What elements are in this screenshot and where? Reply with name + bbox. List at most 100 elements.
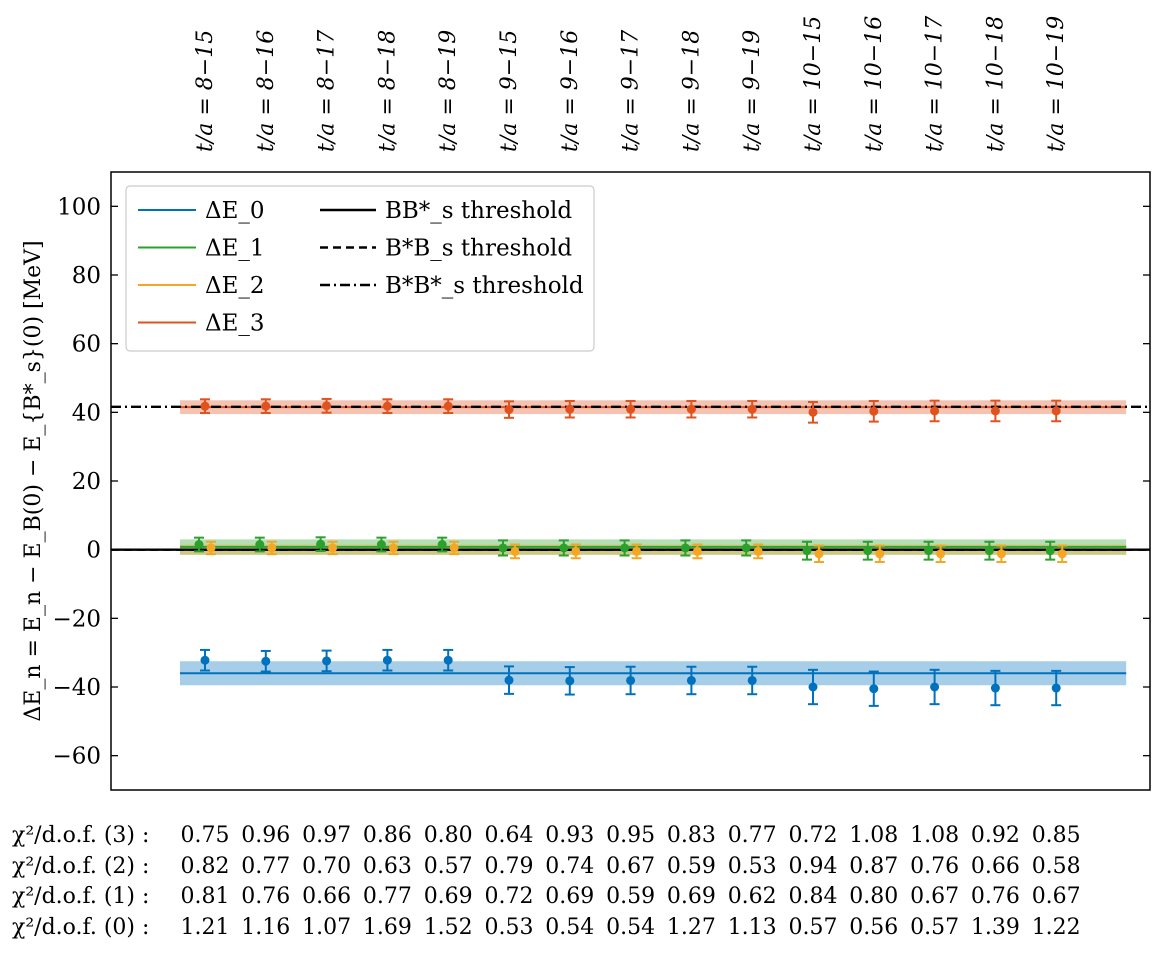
- chi2-value: 0.58: [1031, 853, 1081, 879]
- point-s3-0: [200, 398, 210, 415]
- point-s3-1: [260, 398, 271, 415]
- point-s1-11: [862, 540, 873, 561]
- chi2-row-label: χ²/d.o.f. (1) :: [12, 884, 150, 909]
- point-s1-4: [437, 536, 448, 553]
- x-category-label: t/a = 10−16: [862, 16, 887, 152]
- chi2-value: 0.57: [423, 853, 473, 879]
- point-s2-5: [510, 543, 520, 560]
- y-axis-ticks: 100 80 60 40 20 0 −20 −40 −60: [52, 194, 1150, 770]
- point-s0-6: [564, 666, 575, 696]
- svg-text:ΔE_3: ΔE_3: [205, 311, 265, 337]
- x-category-label: t/a = 9−15: [497, 30, 522, 152]
- x-category-label: t/a = 8−15: [193, 30, 218, 152]
- point-s0-9: [747, 665, 758, 696]
- chi2-value: 1.27: [666, 914, 716, 940]
- chi2-value: 0.80: [423, 823, 473, 848]
- point-s0-7: [625, 665, 636, 696]
- chi2-value: 0.67: [606, 853, 656, 879]
- chi2-value: 0.57: [788, 914, 838, 940]
- point-s1-10: [802, 540, 812, 561]
- point-s1-1: [254, 536, 265, 553]
- chi2-value: 0.79: [484, 853, 534, 879]
- chi2-value: 0.83: [666, 823, 716, 848]
- point-s0-4: [443, 648, 454, 672]
- ytick-label: 100: [57, 194, 101, 220]
- chi2-value: 0.92: [970, 823, 1020, 848]
- legend-entry-threshold-0: BB*_s threshold: [320, 198, 572, 224]
- point-s1-2: [315, 536, 326, 553]
- x-axis-labels: t/a = 8−15 t/a = 8−16 t/a = 8−17 t/a = 8−18…: [193, 16, 1069, 152]
- x-category-label: t/a = 10−17: [923, 16, 948, 152]
- svg-text:ΔE_0: ΔE_0: [205, 198, 265, 224]
- chi2-value: 0.69: [666, 884, 716, 909]
- point-s1-6: [558, 539, 569, 557]
- point-s1-3: [376, 536, 387, 553]
- point-s1-14: [1045, 540, 1056, 561]
- point-s2-3: [388, 540, 399, 556]
- chi2-value: 1.69: [362, 914, 412, 940]
- point-s2-11: [874, 544, 885, 564]
- point-s3-9: [747, 400, 758, 419]
- point-s2-4: [449, 540, 460, 556]
- chi2-value: 1.13: [727, 914, 777, 940]
- y-axis-label: ΔE_n = E_n − E_B(0) − E_{B*_s}(0) [MeV]: [21, 240, 46, 721]
- chi2-value: 0.72: [788, 823, 838, 848]
- chi2-value: 0.69: [423, 884, 473, 909]
- chi2-value: 0.54: [545, 914, 595, 940]
- point-s3-10: [808, 401, 818, 424]
- chi2-value: 0.77: [727, 823, 777, 848]
- point-s2-8: [692, 543, 703, 560]
- point-s0-2: [321, 649, 332, 673]
- chi2-value: 0.72: [484, 884, 534, 909]
- svg-text:B*B*_s threshold: B*B*_s threshold: [385, 273, 584, 299]
- ytick-label: −20: [52, 606, 101, 632]
- point-s3-13: [990, 399, 1001, 423]
- point-s1-7: [619, 539, 630, 557]
- x-category-label: t/a = 8−19: [436, 30, 461, 152]
- point-s3-4: [443, 398, 454, 415]
- x-category-label: t/a = 9−16: [558, 30, 583, 152]
- point-s3-8: [686, 400, 697, 419]
- chi2-value: 0.93: [545, 823, 595, 848]
- chi2-value: 0.80: [849, 884, 899, 909]
- chi2-value: 1.39: [970, 914, 1020, 940]
- point-s3-6: [564, 400, 575, 419]
- chi2-value: 0.54: [606, 914, 656, 940]
- ytick-label: 0: [86, 538, 101, 564]
- point-s3-5: [504, 400, 514, 419]
- chi2-value: 0.85: [1031, 823, 1081, 848]
- chi2-value: 0.75: [180, 823, 230, 848]
- chi2-value: 1.21: [180, 914, 230, 940]
- chi2-value: 0.63: [362, 853, 412, 879]
- point-s0-1: [260, 649, 271, 673]
- point-s0-12: [929, 668, 940, 706]
- legend-entry-2: ΔE_2: [138, 273, 265, 299]
- ytick-label: −60: [52, 744, 101, 770]
- chi2-value: 0.74: [545, 853, 595, 879]
- point-s2-14: [1057, 544, 1068, 564]
- ytick-label: 40: [72, 400, 101, 426]
- x-category-label: t/a = 9−18: [679, 30, 704, 152]
- chi2-value: 1.08: [849, 823, 899, 848]
- ytick-label: 80: [72, 263, 101, 289]
- chi2-value: 0.95: [606, 823, 656, 848]
- chi2-value: 0.82: [180, 853, 230, 879]
- svg-text:ΔE_2: ΔE_2: [205, 273, 265, 299]
- x-category-label: t/a = 8−16: [254, 30, 279, 152]
- legend-entry-0: ΔE_0: [138, 198, 265, 224]
- point-s2-2: [327, 540, 338, 556]
- chi2-value: 0.86: [362, 823, 412, 848]
- point-s3-3: [382, 398, 393, 415]
- chi2-value: 0.67: [1031, 884, 1081, 909]
- chi2-value: 0.70: [302, 853, 352, 879]
- chi2-row-label: χ²/d.o.f. (0) :: [12, 914, 150, 940]
- legend-box: [125, 185, 595, 352]
- point-s3-14: [1051, 399, 1062, 423]
- chi2-value: 0.96: [241, 823, 291, 848]
- chi2-value: 0.81: [180, 884, 230, 909]
- point-s0-3: [382, 648, 393, 672]
- chi2-value: 0.76: [241, 884, 291, 909]
- chi2-value: 1.08: [910, 823, 960, 848]
- point-s2-9: [753, 543, 764, 560]
